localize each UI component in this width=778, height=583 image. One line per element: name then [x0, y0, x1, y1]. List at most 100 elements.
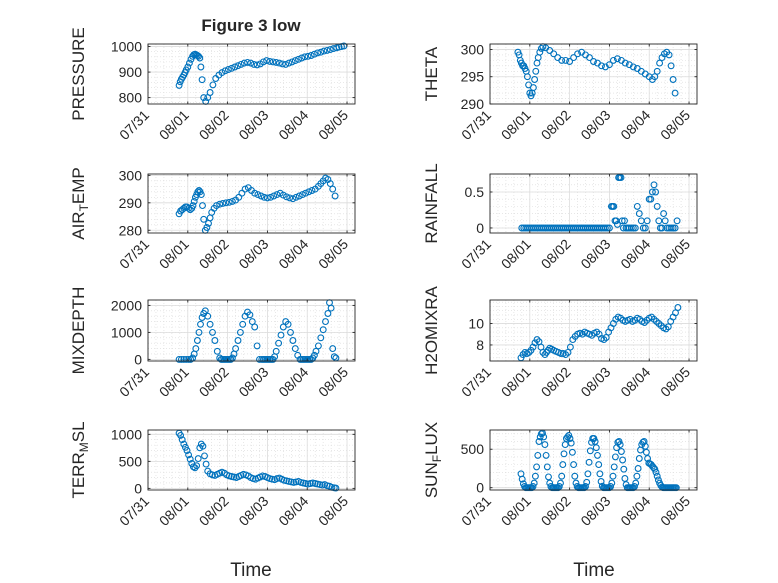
y-tick-label: 0.5 — [465, 184, 485, 200]
data-point — [175, 81, 183, 89]
data-point — [195, 328, 203, 336]
data-point — [660, 210, 668, 218]
data-point — [224, 66, 232, 73]
data-point — [319, 326, 327, 334]
data-point — [329, 345, 337, 353]
data-point — [234, 337, 242, 344]
y-tick-label: 500 — [461, 441, 485, 457]
data-point — [197, 191, 205, 199]
data-point — [257, 192, 265, 200]
data-point — [652, 188, 660, 196]
data-point — [213, 347, 221, 355]
data-point — [610, 202, 618, 210]
data-point — [653, 472, 661, 480]
data-point — [655, 217, 663, 225]
data-point — [231, 63, 239, 71]
data-point — [669, 224, 677, 232]
data-point — [330, 353, 338, 361]
data-point — [308, 187, 316, 194]
data-point — [237, 60, 245, 68]
data-point — [566, 435, 574, 442]
y-tick-label: 800 — [119, 90, 143, 106]
data-point — [329, 185, 337, 193]
data-point — [613, 220, 621, 228]
data-point — [566, 58, 574, 65]
data-point — [186, 455, 194, 463]
data-point — [279, 60, 286, 68]
data-point — [661, 217, 669, 225]
data-point — [247, 59, 255, 67]
data-point — [275, 59, 283, 67]
data-point — [314, 49, 322, 57]
data-point — [253, 61, 261, 69]
data-point — [180, 440, 188, 448]
data-point — [607, 483, 615, 490]
y-tick-label: 300 — [461, 41, 485, 57]
y-tick-label: 0 — [134, 351, 142, 367]
data-point — [642, 448, 650, 456]
data-point — [605, 61, 613, 69]
data-point — [653, 202, 661, 210]
axes-box — [147, 299, 356, 362]
data-point — [295, 192, 303, 200]
data-point — [310, 50, 318, 58]
y-tick-label: 8 — [476, 337, 484, 353]
data-point — [598, 62, 605, 70]
data-point — [291, 57, 299, 65]
data-point — [320, 47, 328, 55]
data-point — [177, 431, 185, 439]
y-tick-label: 300 — [119, 167, 143, 183]
data-point — [532, 67, 540, 75]
data-point — [289, 195, 297, 203]
data-point — [536, 48, 544, 56]
data-point — [609, 56, 617, 64]
axes-box — [147, 173, 356, 234]
y-axis-label: SUNFLUX — [422, 422, 444, 498]
data-point — [236, 328, 244, 336]
data-point — [643, 217, 651, 225]
y-axis-label: RAINFALL — [422, 163, 441, 243]
data-point — [557, 479, 564, 487]
data-point — [596, 470, 604, 478]
data-point — [641, 224, 649, 232]
data-point — [586, 447, 594, 455]
data-point — [537, 44, 545, 52]
data-point — [312, 347, 320, 355]
data-point — [658, 224, 666, 232]
data-point — [627, 224, 635, 232]
data-point — [664, 323, 672, 331]
data-point — [326, 180, 334, 188]
data-point — [194, 455, 202, 463]
data-point — [529, 483, 537, 490]
data-point — [562, 56, 570, 64]
data-point — [633, 472, 641, 480]
axes-box — [489, 43, 698, 105]
data-point — [301, 53, 309, 61]
data-point — [200, 215, 208, 223]
data-point — [565, 431, 573, 439]
axes-box — [147, 43, 356, 105]
data-point — [640, 438, 648, 445]
series-markers — [175, 174, 339, 234]
data-point — [608, 479, 616, 487]
data-point — [543, 463, 551, 471]
data-point — [615, 438, 623, 445]
data-point — [620, 465, 628, 473]
data-point — [323, 46, 331, 54]
data-point — [322, 318, 329, 326]
data-point — [304, 52, 312, 60]
series-markers — [514, 43, 679, 100]
data-point — [251, 323, 259, 331]
data-point — [240, 59, 248, 67]
data-point — [669, 76, 677, 83]
data-point — [310, 351, 318, 359]
data-point — [555, 483, 563, 490]
data-point — [618, 217, 626, 225]
data-point — [331, 192, 339, 200]
data-point — [206, 89, 214, 96]
data-point — [601, 224, 609, 232]
data-point — [244, 58, 251, 66]
data-point — [629, 63, 637, 71]
data-point — [275, 339, 283, 347]
